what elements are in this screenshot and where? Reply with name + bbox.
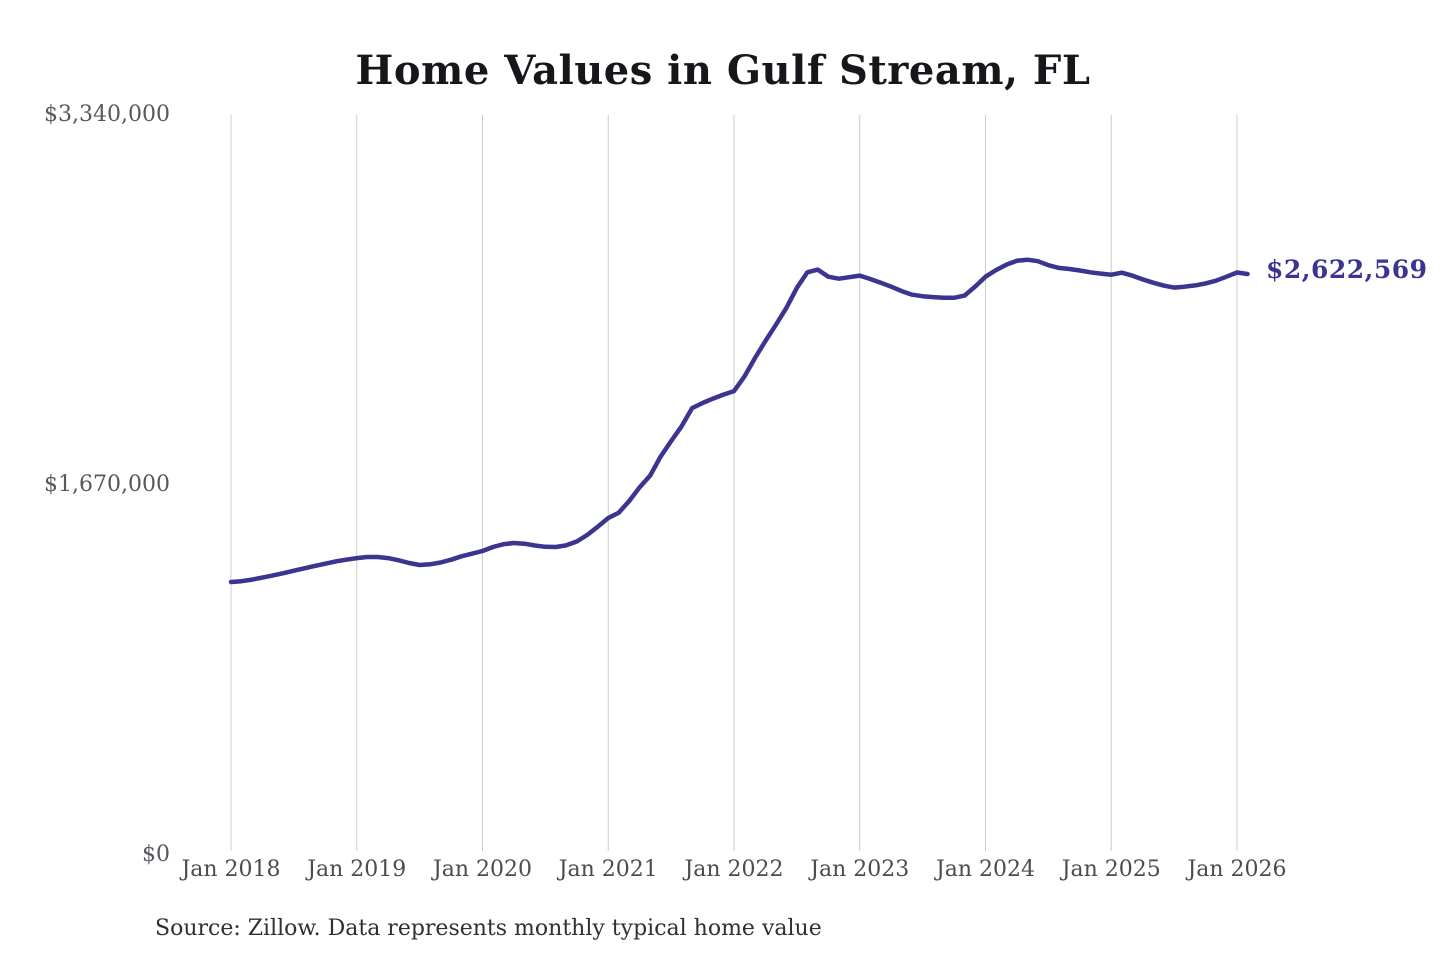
x-axis-tick-label: Jan 2023 — [810, 857, 910, 882]
x-axis-tick-label: Jan 2020 — [432, 857, 533, 882]
x-axis-tick-label: Jan 2024 — [935, 857, 1036, 882]
x-axis-tick-label: Jan 2019 — [307, 857, 407, 882]
y-axis-label-zero: $0 — [142, 842, 170, 867]
latest-value-label: $2,622,569 — [1266, 255, 1428, 284]
y-axis-label-max: $3,340,000 — [44, 102, 170, 127]
chart-title: Home Values in Gulf Stream, FL — [355, 47, 1091, 94]
x-axis-tick-label: Jan 2018 — [181, 857, 281, 882]
x-axis-tick-label: Jan 2021 — [558, 857, 658, 882]
x-axis-tick-label: Jan 2025 — [1061, 857, 1161, 882]
x-axis-tick-label: Jan 2026 — [1187, 857, 1287, 882]
x-axis-tick-label: Jan 2022 — [684, 857, 784, 882]
y-axis-label-mid: $1,670,000 — [44, 472, 170, 497]
gridlines — [230, 115, 1238, 851]
home-value-line — [228, 257, 1250, 585]
source-note: Source: Zillow. Data represents monthly … — [155, 916, 822, 941]
